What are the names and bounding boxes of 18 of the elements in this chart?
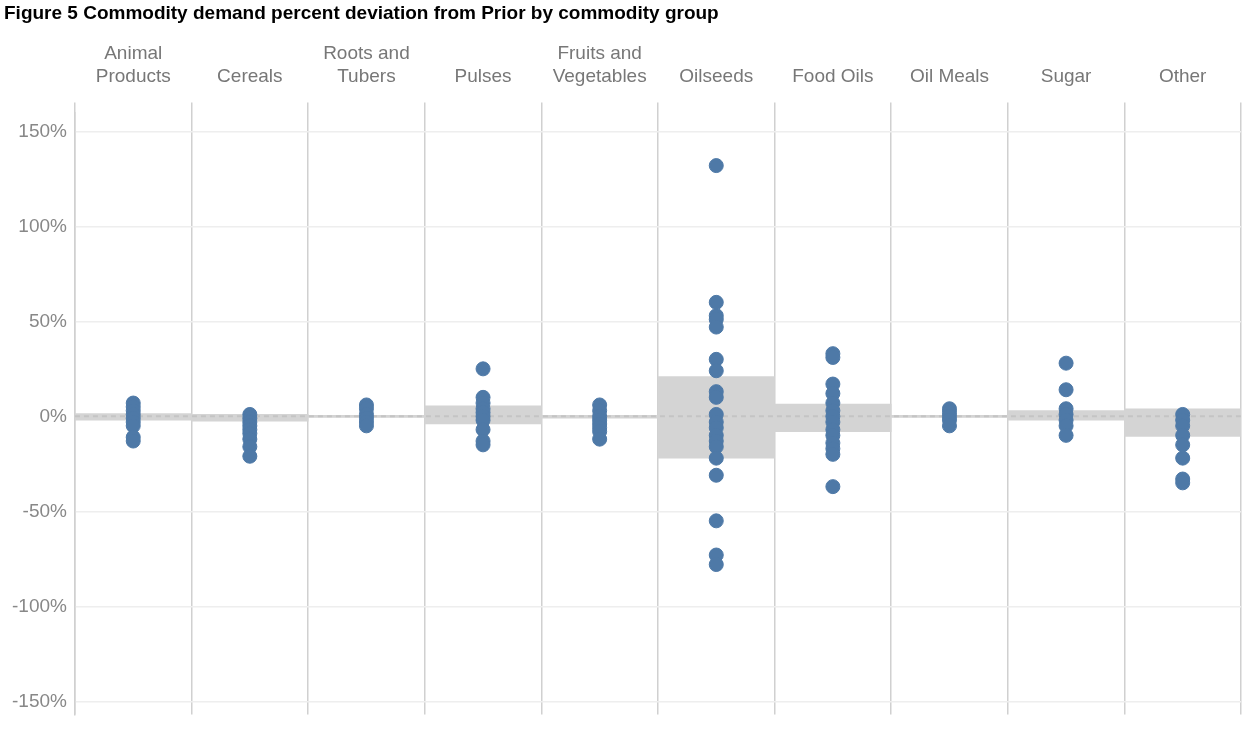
- x-tick-label: Sugar: [1040, 65, 1093, 87]
- x-tick-label: Fruits and Vegetables: [552, 42, 647, 87]
- y-tick-label: 0%: [39, 404, 68, 426]
- x-tick-label: Animal Products: [95, 42, 171, 87]
- y-tick-label: -100%: [12, 594, 68, 616]
- y-tick-label: 100%: [18, 214, 68, 236]
- chart-title: Figure 5 Commodity demand percent deviation from Prior by commodity group: [4, 1, 719, 23]
- x-tick-label: Other: [1158, 65, 1208, 87]
- x-tick-label: Roots and Tubers: [323, 42, 410, 87]
- y-tick-label: 150%: [18, 119, 68, 141]
- x-tick-label: Pulses: [454, 65, 512, 87]
- x-tick-label: Food Oils: [792, 65, 874, 87]
- x-tick-label: Oilseeds: [679, 65, 754, 87]
- y-tick-label: -150%: [12, 689, 68, 711]
- y-tick-label: 50%: [28, 309, 68, 331]
- y-tick-label: -50%: [22, 499, 68, 521]
- x-tick-label: Oil Meals: [909, 65, 990, 87]
- x-tick-label: Cereals: [217, 65, 283, 87]
